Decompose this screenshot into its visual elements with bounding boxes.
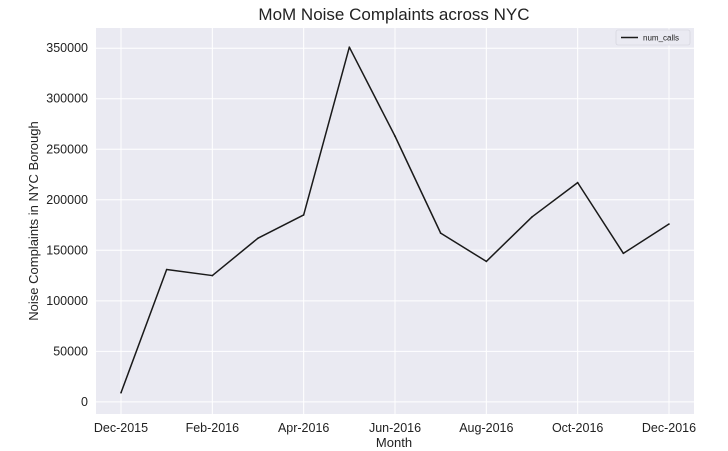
y-tick-label: 100000	[46, 294, 88, 308]
y-tick-label: 300000	[46, 92, 88, 106]
x-tick-label: Feb-2016	[186, 421, 240, 435]
data-point	[120, 391, 122, 394]
data-point	[211, 274, 214, 277]
x-tick-label: Dec-2015	[94, 421, 148, 435]
legend-label: num_calls	[643, 34, 679, 43]
data-point	[622, 252, 625, 255]
data-point	[394, 135, 396, 137]
x-tick-label: Aug-2016	[459, 421, 513, 435]
x-tick-label: Dec-2016	[642, 421, 696, 435]
data-point	[485, 260, 488, 263]
legend: num_calls	[615, 29, 691, 46]
chart-title: MoM Noise Complaints across NYC	[258, 5, 529, 24]
data-point	[165, 268, 168, 271]
data-point	[531, 216, 533, 218]
y-tick-label: 250000	[46, 142, 88, 156]
y-tick-label: 350000	[46, 41, 88, 55]
y-axis-ticks: 0 50000 100000 150000 200000 250000 300000 3500…	[46, 41, 88, 409]
y-tick-label: 150000	[46, 243, 88, 257]
x-tick-label: Oct-2016	[552, 421, 603, 435]
data-point	[348, 46, 351, 48]
y-tick-label: 50000	[53, 344, 88, 358]
series-layer	[120, 46, 670, 394]
data-point	[302, 214, 305, 216]
y-tick-label: 0	[81, 395, 88, 409]
grid	[96, 28, 694, 414]
y-tick-label: 200000	[46, 193, 88, 207]
legend-box	[615, 29, 691, 46]
x-axis-ticks: Dec-2015 Feb-2016 Apr-2016 Jun-2016 Aug-2016…	[94, 421, 696, 435]
data-point	[576, 181, 579, 184]
y-axis-label: Noise Complaints in NYC Borough	[26, 121, 41, 320]
x-axis-label: Month	[376, 435, 412, 450]
x-tick-label: Apr-2016	[278, 421, 329, 435]
data-point	[668, 223, 670, 225]
data-point	[439, 232, 442, 234]
data-point	[257, 237, 259, 239]
x-tick-label: Jun-2016	[369, 421, 421, 435]
